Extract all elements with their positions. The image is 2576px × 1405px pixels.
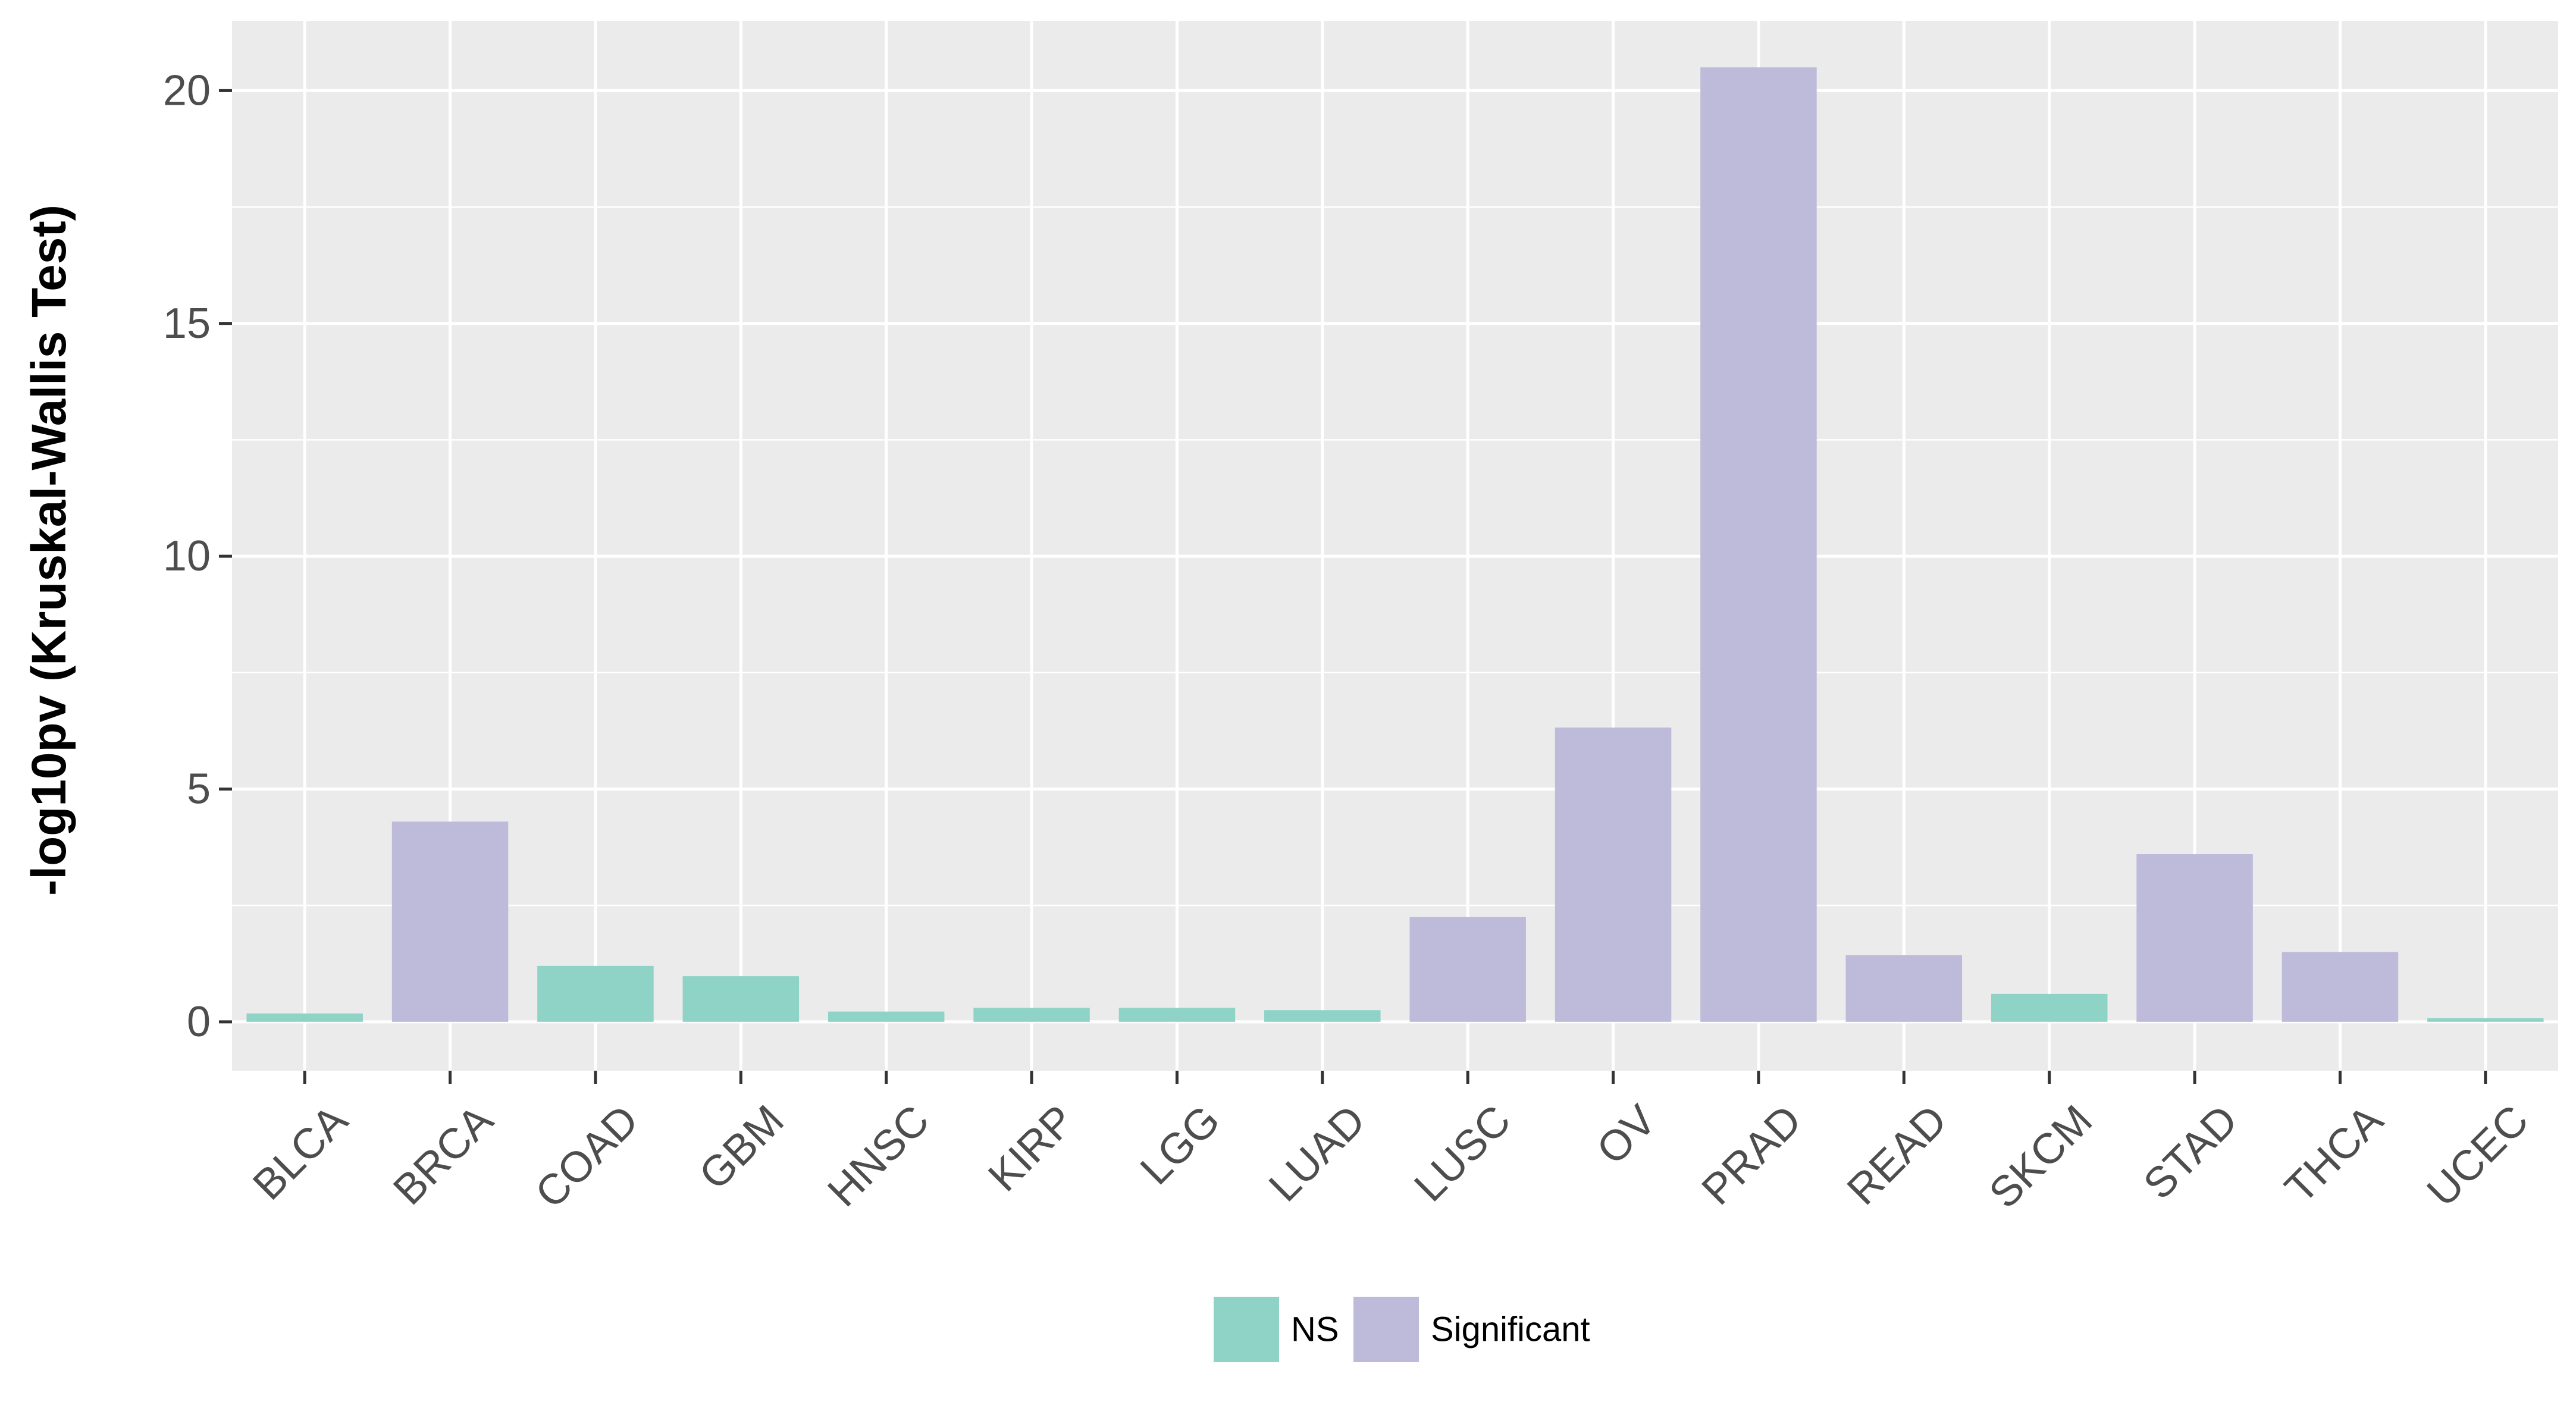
bar-kirp: [973, 1008, 1090, 1022]
bar-thca: [2282, 952, 2399, 1022]
legend-label-ns: NS: [1291, 1310, 1339, 1349]
x-tick-label-brca: BRCA: [384, 1096, 502, 1214]
x-tick-label-luad: LUAD: [1260, 1096, 1374, 1210]
legend-key-ns: [1214, 1297, 1279, 1362]
bar-lusc: [1409, 917, 1526, 1022]
x-axis: BLCA BRCA COAD GBM HNSC KIRP LGG LUAD LUSC OV PRAD…: [244, 1071, 2537, 1218]
x-tick-label-gbm: GBM: [690, 1096, 793, 1199]
bar-gbm: [682, 976, 800, 1022]
y-axis: 0 5 10 15 20: [163, 67, 232, 1046]
bar-ucec: [2427, 1018, 2544, 1022]
x-tick-label-ov: OV: [1588, 1096, 1665, 1174]
bar-layer: [246, 67, 2544, 1022]
x-tick-label-read: READ: [1838, 1096, 1956, 1214]
y-tick-label: 5: [187, 765, 211, 813]
bar-luad: [1264, 1010, 1381, 1022]
bar-stad: [2136, 854, 2253, 1022]
x-tick-label-thca: THCA: [2276, 1096, 2392, 1212]
legend: NS Significant: [1214, 1297, 1590, 1362]
bar-blca: [246, 1013, 363, 1022]
x-tick-label-lusc: LUSC: [1405, 1096, 1519, 1210]
bar-read: [1845, 955, 1963, 1022]
y-tick-label: 10: [163, 532, 211, 580]
x-tick-label-stad: STAD: [2135, 1096, 2247, 1209]
bar-hnsc: [828, 1011, 945, 1022]
legend-key-significant: [1353, 1297, 1419, 1362]
bar-lgg: [1118, 1008, 1236, 1022]
x-tick-label-prad: PRAD: [1693, 1096, 1810, 1214]
x-tick-label-lgg: LGG: [1132, 1096, 1229, 1194]
x-tick-label-blca: BLCA: [244, 1096, 357, 1209]
y-tick-label: 20: [163, 67, 211, 114]
y-tick-label: 15: [163, 300, 211, 347]
x-tick-label-skcm: SKCM: [1980, 1096, 2102, 1218]
bar-prad: [1700, 67, 1817, 1022]
x-tick-label-coad: COAD: [527, 1096, 648, 1218]
x-tick-label-ucec: UCEC: [2418, 1096, 2538, 1216]
bar-ov: [1555, 727, 1672, 1022]
x-tick-label-kirp: KIRP: [979, 1096, 1083, 1200]
legend-label-significant: Significant: [1431, 1310, 1590, 1349]
y-axis-title: -log10pv (Kruskal-Wallis Test): [22, 205, 76, 896]
y-tick-label: 0: [187, 998, 211, 1046]
bar-brca: [391, 821, 509, 1022]
bar-skcm: [1991, 993, 2108, 1022]
x-tick-label-hnsc: HNSC: [819, 1096, 938, 1216]
bar-coad: [537, 965, 654, 1022]
